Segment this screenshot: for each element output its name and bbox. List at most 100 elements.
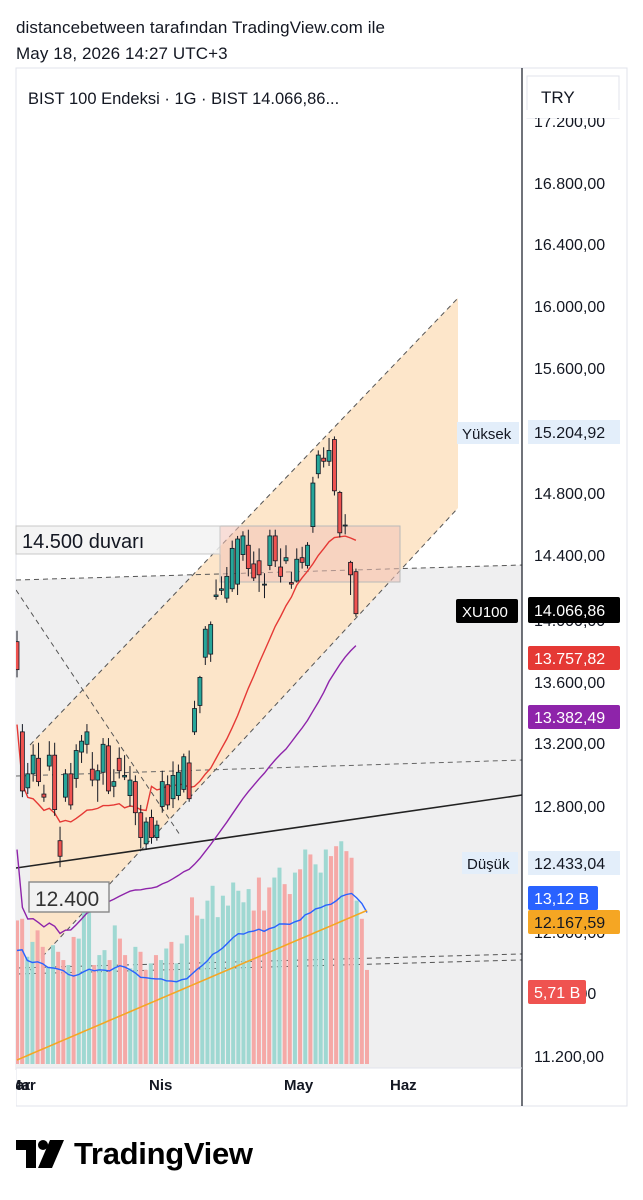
candle [154,820,160,841]
candle [181,753,187,793]
volume-bar [292,872,297,1064]
tradingview-logo[interactable]: TradingView [16,1132,253,1176]
candle-body [36,757,41,783]
volume-bar [51,945,56,1064]
candle-body [219,588,224,591]
candle [100,738,106,785]
candle-body [288,582,294,585]
candle [240,531,246,561]
candle-body [170,774,176,800]
candle [106,738,111,795]
volume-bar [236,890,241,1064]
candle [315,450,321,479]
volume-bar [164,948,169,1064]
volume-bar [81,908,86,1064]
wall-label: 14.500 duvarı [22,531,144,553]
high-tag: Yüksek [462,426,512,443]
candle [175,764,181,801]
y-tick-16800: 16.800,00 [534,176,605,193]
volume-bar [71,936,76,1064]
volume-bar [308,854,313,1064]
candle-body [25,773,31,789]
attribution-timestamp: May 18, 2026 14:27 UTC+3 [16,44,228,63]
volume-bar [190,897,194,1064]
volume-bar [66,965,71,1064]
candle-body [16,641,20,671]
ma-purple-value: 13.382,49 [534,710,605,727]
candle [202,626,208,665]
volume-bar [30,941,35,1064]
candle-body [122,774,127,778]
candle [213,579,219,600]
candle-body [73,750,79,779]
candle [272,529,278,568]
candle-body [240,535,246,555]
candle-body [149,816,154,838]
volume-bar [226,905,231,1064]
volume-bar [241,902,246,1064]
candle-body [315,454,321,475]
volume-bar [159,960,164,1064]
moving-average-red-line [16,535,357,823]
candle [321,447,327,468]
tradingview-wordmark: TradingView [74,1136,253,1171]
y-tick-13200: 13.200,00 [534,736,605,753]
candle [337,490,343,538]
volume-bar [20,918,25,1064]
volume-last-value-box [528,980,586,1004]
channel-lower-line [29,507,459,971]
candle [170,761,176,809]
candle [251,551,257,582]
volume-bar [153,955,158,1064]
y-tick-17200: 17.200,00 [534,114,605,131]
low-tag-box [462,852,518,874]
candle [348,560,353,596]
candle [116,747,122,779]
volume-bar [56,951,61,1064]
volume-bar [92,965,97,1064]
volume-bar [148,963,153,1064]
candle [63,769,68,802]
candle-body [30,754,36,775]
candle-body [138,812,144,838]
candle [25,762,31,795]
descending-trendline [16,589,181,836]
volume-bar [45,966,50,1064]
candle-body [326,449,332,462]
candle-body [19,731,25,792]
candle-body [111,781,117,787]
volume-bar [354,900,359,1064]
candle-body [321,457,327,462]
volume-bar [40,946,45,1064]
candle [197,675,203,714]
y-tick-11200: 11.200,00 [534,1049,604,1066]
candle-body [262,583,267,586]
candle [262,573,267,599]
volume-bar [287,894,292,1064]
volume-bar [16,920,19,1064]
volume-bar [195,915,200,1064]
candle [165,775,171,810]
volume-bar [123,955,128,1064]
candle-body [181,756,187,790]
volume-bar [328,856,333,1064]
candle-body [208,624,214,655]
volume-bar [220,895,225,1064]
candle-body [213,594,219,597]
volume-bar [344,851,349,1064]
volume-ma-value-box [528,910,620,934]
candles [16,436,359,868]
candle-body [342,524,348,527]
candle-body [283,557,289,562]
volume-bar [359,918,364,1064]
candle-body [79,740,84,753]
volume-bar [282,884,287,1064]
volume-bar [133,946,138,1064]
y-tick-16000: 16.000,00 [534,299,605,316]
candle-body [41,793,47,798]
candle-body [224,575,230,599]
candle-body [245,544,251,569]
y-tick-14800: 14.800,00 [534,486,605,503]
candle-body [52,754,58,810]
